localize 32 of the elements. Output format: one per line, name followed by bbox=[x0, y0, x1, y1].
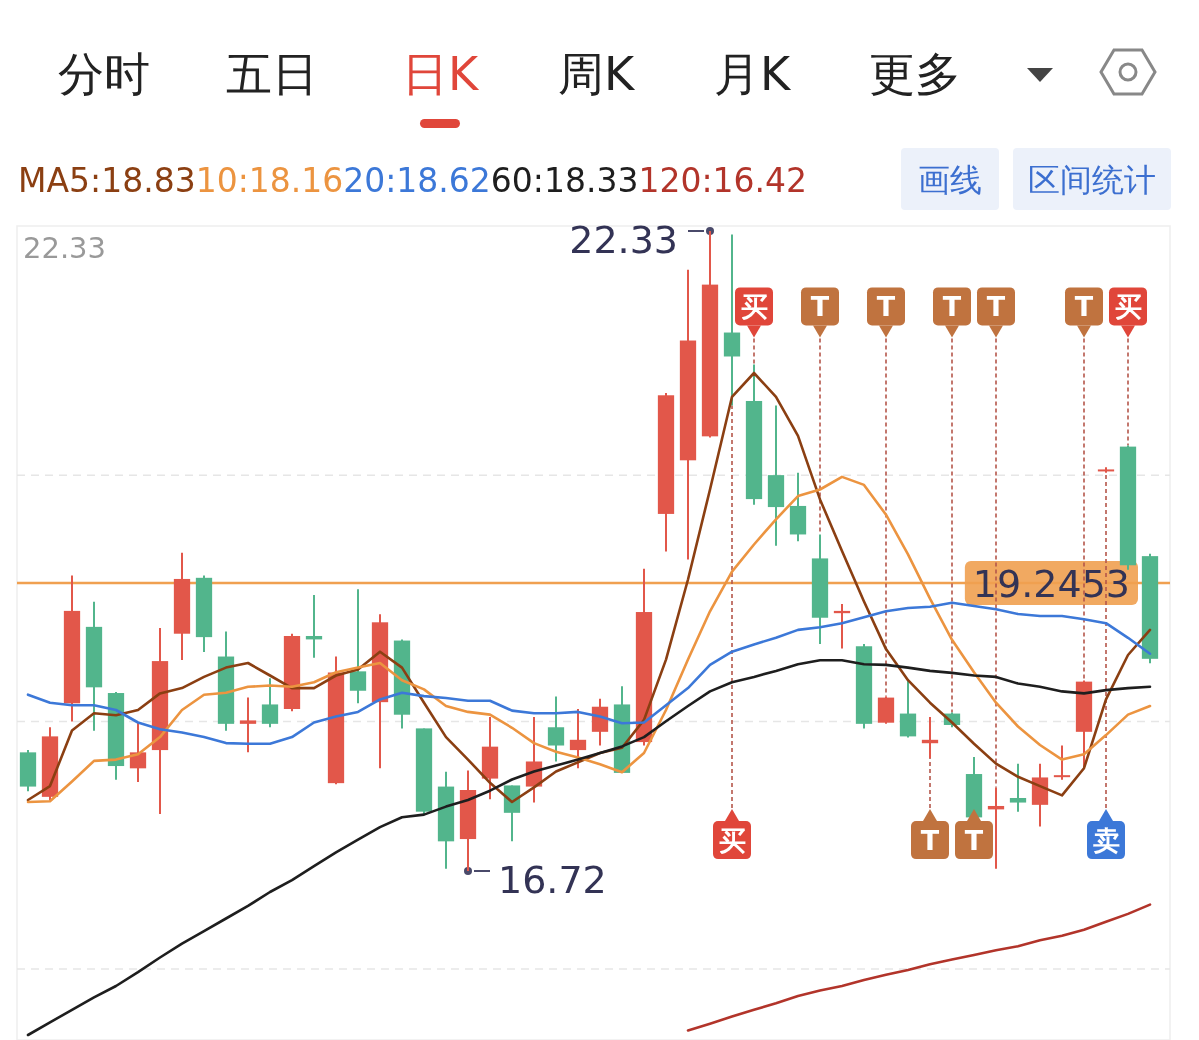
candlestick bbox=[1053, 744, 1071, 781]
data-label: T bbox=[1074, 291, 1094, 323]
data-label: T bbox=[810, 291, 830, 323]
annotation: 16.72 bbox=[498, 858, 607, 902]
candlestick bbox=[899, 679, 917, 739]
data-label: T bbox=[964, 825, 984, 857]
data-label: T bbox=[986, 291, 1006, 323]
text: 120:16.42 bbox=[638, 161, 807, 200]
candlestick bbox=[569, 708, 587, 770]
button: 画线 bbox=[901, 148, 999, 210]
text: 分时 bbox=[58, 47, 150, 101]
candlestick bbox=[261, 677, 279, 729]
candlestick bbox=[547, 695, 565, 763]
annotation: 22.33 bbox=[23, 231, 107, 265]
text: 60:18.33 bbox=[490, 161, 639, 200]
text: MA5:18.83 bbox=[18, 161, 196, 200]
text: 20:18.62 bbox=[343, 161, 491, 200]
text: 月K bbox=[713, 47, 792, 101]
ref-line-label: 19.2453 bbox=[972, 561, 1130, 606]
text: 日K bbox=[401, 47, 480, 101]
candlestick bbox=[1009, 762, 1027, 813]
data-label: T bbox=[942, 291, 962, 323]
text: 五日 bbox=[226, 47, 318, 101]
text: 更多 bbox=[869, 47, 961, 101]
text: 周K bbox=[557, 47, 636, 101]
annotation: 22.33 bbox=[569, 218, 678, 262]
candlestick bbox=[239, 696, 257, 754]
data-label: T bbox=[876, 291, 896, 323]
candlestick bbox=[349, 588, 367, 705]
data-label: T bbox=[920, 825, 940, 857]
text: 10:18.16 bbox=[195, 161, 344, 200]
button: 区间统计 bbox=[1013, 148, 1171, 210]
